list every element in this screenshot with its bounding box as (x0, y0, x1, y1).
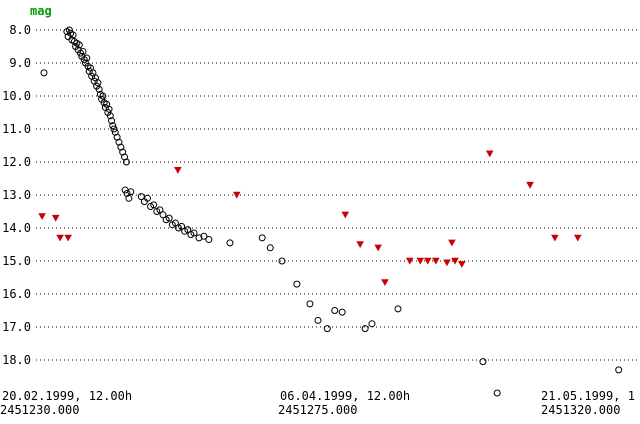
observation-point (79, 47, 87, 55)
limit-marker (448, 239, 456, 247)
x-tick-jd-mid: 2451275.000 (278, 403, 358, 417)
observation-point (266, 244, 274, 252)
observation-point (479, 358, 487, 366)
observation-point (40, 69, 48, 77)
y-tick-label: 14.0 (2, 221, 31, 235)
observation-point (331, 307, 339, 314)
y-tick-label: 12.0 (2, 155, 31, 169)
observation-point (171, 219, 179, 227)
observation-point (195, 234, 203, 242)
limit-marker (405, 257, 414, 265)
observation-point (394, 305, 402, 313)
limit-marker (64, 234, 72, 242)
observation-point (184, 226, 192, 234)
observation-point (127, 188, 135, 196)
observation-point (94, 79, 102, 87)
observation-point (200, 232, 208, 240)
limit-marker (485, 150, 494, 158)
observation-point (95, 85, 103, 93)
observation-point (106, 112, 114, 120)
limit-marker (174, 167, 182, 174)
y-axis-title: mag (30, 4, 52, 18)
limit-marker (451, 257, 459, 265)
observation-point (99, 92, 107, 100)
x-tick-date-right: 21.05.1999, 1 (541, 389, 635, 403)
y-tick-label: 11.0 (2, 122, 31, 136)
observation-point (109, 122, 117, 130)
y-tick-label: 8.0 (9, 23, 31, 37)
observation-point (165, 214, 173, 222)
observation-point (108, 117, 116, 125)
limit-marker (341, 211, 350, 219)
y-tick-label: 13.0 (2, 188, 31, 202)
observation-point (69, 31, 77, 39)
observation-point (493, 389, 501, 397)
observation-point (323, 325, 331, 333)
limit-marker (56, 234, 64, 242)
limit-marker (443, 259, 451, 267)
observation-point (110, 125, 118, 133)
x-tick-jd-right: 2451320.000 (541, 403, 621, 417)
limit-marker (38, 213, 46, 221)
observation-point (338, 308, 346, 316)
observation-point (293, 280, 301, 288)
observation-point (178, 222, 186, 230)
limit-marker (551, 234, 559, 242)
observation-point (144, 194, 151, 202)
x-tick-jd-left: 2451230.000 (0, 403, 80, 417)
x-tick-date-mid: 06.04.1999, 12.00h (280, 389, 411, 403)
observation-point (105, 105, 113, 113)
observation-point (258, 234, 266, 242)
observation-point (306, 300, 314, 308)
observation-point (65, 26, 73, 34)
limit-marker (374, 244, 382, 252)
limit-marker (573, 234, 582, 242)
y-tick-label: 9.0 (9, 56, 31, 70)
observation-point (159, 211, 167, 219)
observation-point (190, 229, 198, 237)
limit-marker (416, 257, 425, 265)
observation-point (314, 316, 322, 324)
y-tick-label: 18.0 (2, 353, 31, 367)
observation-point (278, 257, 286, 265)
observation-point (75, 41, 83, 49)
observation-point (125, 194, 133, 202)
observation-point (226, 239, 234, 247)
observation-point (361, 325, 369, 333)
observation-point (137, 193, 145, 201)
x-tick-date-left: 20.02.1999, 12.00h (2, 389, 133, 403)
limit-marker (381, 279, 389, 287)
limit-marker (458, 261, 466, 268)
y-tick-label: 10.0 (2, 89, 31, 103)
y-tick-label: 17.0 (2, 320, 31, 334)
y-tick-label: 15.0 (2, 254, 31, 268)
observation-point (615, 366, 623, 374)
limit-marker (526, 181, 534, 189)
limit-marker (423, 257, 432, 265)
observation-point (368, 320, 376, 328)
observation-point (205, 236, 213, 244)
observation-point (83, 54, 91, 62)
limit-marker (232, 191, 241, 199)
observation-point (150, 201, 158, 209)
limit-marker (356, 241, 364, 249)
observation-point (156, 206, 164, 214)
observation-point (122, 158, 130, 166)
limit-marker (432, 257, 440, 265)
y-tick-label: 16.0 (2, 287, 31, 301)
limit-marker (51, 214, 60, 222)
